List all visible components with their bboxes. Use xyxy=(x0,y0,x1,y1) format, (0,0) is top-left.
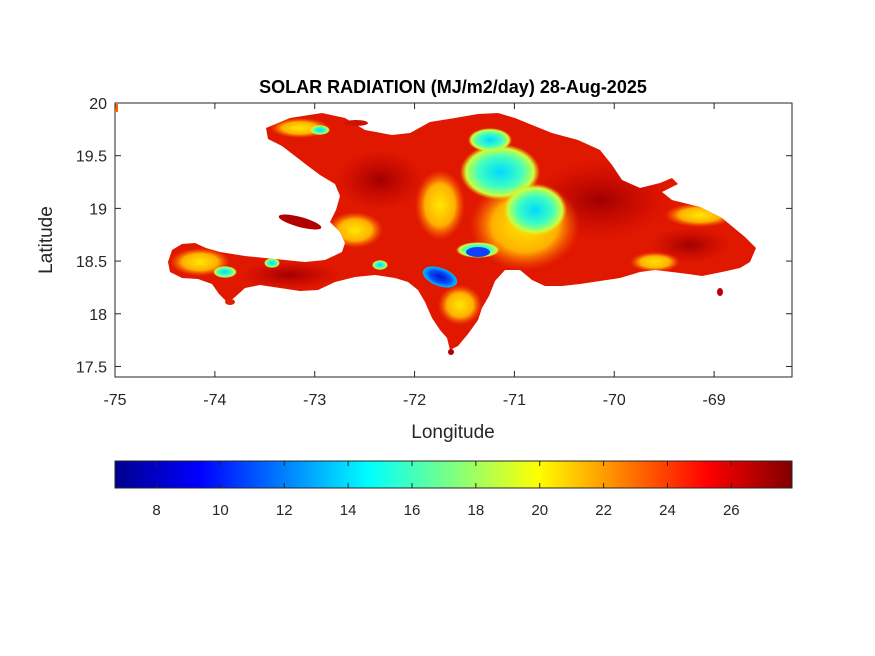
lake-enriquillo xyxy=(422,266,458,288)
x-tick-label: -75 xyxy=(103,392,126,409)
ile-a-vache xyxy=(225,299,235,305)
cordillera-central-low-radiation xyxy=(460,144,540,200)
dark-red-area xyxy=(240,261,340,289)
isla-beata xyxy=(448,349,454,355)
y-tick-label: 17.5 xyxy=(76,359,107,376)
ile-de-la-tortue xyxy=(344,120,368,126)
x-tick-label: -71 xyxy=(503,392,526,409)
colorbar-tick-label: 12 xyxy=(276,502,293,519)
low-radiation-spot xyxy=(264,258,280,268)
orange-area xyxy=(415,170,465,240)
cordillera-central-low-radiation xyxy=(468,128,512,152)
x-tick-label: -72 xyxy=(403,392,426,409)
lake-de-peligre xyxy=(466,247,490,257)
x-tick-label: -74 xyxy=(203,392,226,409)
y-axis-ticks: 17.5 18 18.5 19 19.5 20 xyxy=(76,96,792,376)
x-axis-label: Longitude xyxy=(411,422,494,443)
y-axis-label: Latitude xyxy=(36,206,57,274)
colorbar-tick-label: 14 xyxy=(340,502,357,519)
low-radiation-spot xyxy=(213,266,237,278)
colorbar-tick-label: 16 xyxy=(404,502,421,519)
y-tick-label: 20 xyxy=(89,96,107,113)
y-tick-label: 19 xyxy=(89,201,107,218)
low-radiation-spot xyxy=(372,260,388,270)
colorbar-tick-label: 22 xyxy=(595,502,612,519)
colorbar-tick-label: 20 xyxy=(531,502,548,519)
x-axis-ticks: -75 -74 -73 -72 -71 -70 -69 xyxy=(103,103,726,409)
colorbar-tick-label: 26 xyxy=(723,502,740,519)
y-tick-label: 19.5 xyxy=(76,149,107,166)
colorbar-tick-label: 10 xyxy=(212,502,229,519)
colorbar: 8 10 12 14 16 18 20 22 24 26 xyxy=(114,460,793,519)
x-tick-label: -70 xyxy=(603,392,626,409)
ile-de-la-gonave xyxy=(278,214,322,230)
colorbar-ticks: 8 10 12 14 16 18 20 22 24 26 xyxy=(152,461,740,519)
colorbar-tick-label: 24 xyxy=(659,502,676,519)
edge-pixel xyxy=(115,104,118,112)
isla-saona xyxy=(717,288,723,296)
x-tick-label: -73 xyxy=(303,392,326,409)
colorbar-gradient xyxy=(114,460,793,489)
chart-title: SOLAR RADIATION (MJ/m2/day) 28-Aug-2025 xyxy=(259,77,647,97)
y-tick-label: 18 xyxy=(89,307,107,324)
cordillera-central-low-radiation xyxy=(503,184,567,236)
colorbar-tick-label: 18 xyxy=(468,502,485,519)
x-tick-label: -69 xyxy=(703,392,726,409)
dark-red-area xyxy=(335,150,425,210)
colorbar-tick-label: 8 xyxy=(152,502,160,519)
orange-area xyxy=(630,252,680,272)
orange-area xyxy=(438,285,482,325)
y-tick-label: 18.5 xyxy=(76,254,107,271)
low-radiation-spot xyxy=(310,125,330,135)
